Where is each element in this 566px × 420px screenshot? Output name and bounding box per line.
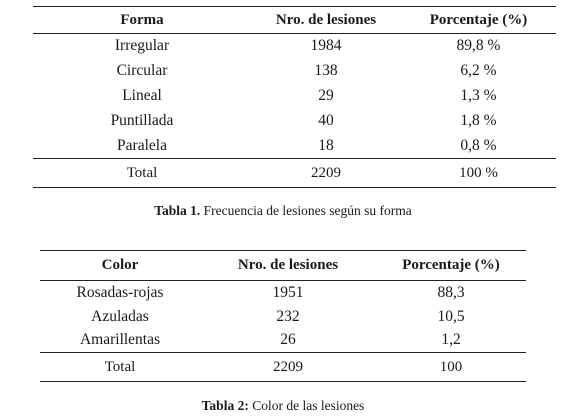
cell-color: Amarillentas <box>79 331 161 349</box>
column-header-forma: Forma <box>120 11 164 28</box>
table-row: Rosadas-rojas 1951 88,3 <box>40 281 526 305</box>
cell-count: 1984 <box>310 37 342 55</box>
cell-count: 26 <box>280 331 296 349</box>
cell-count: 29 <box>318 87 334 104</box>
total-label: Total <box>104 358 136 375</box>
cell-percentage: 1,2 <box>441 331 461 349</box>
total-percentage: 100 % <box>459 164 498 181</box>
cell-forma: Puntillada <box>110 112 174 129</box>
cell-forma: Paralela <box>117 136 167 154</box>
cell-color: Rosadas-rojas <box>76 283 164 301</box>
cell-percentage: 0,8 % <box>460 136 497 154</box>
table-row: Azuladas 232 10,5 <box>40 305 526 329</box>
total-count: 2209 <box>273 358 303 375</box>
column-header-color: Color <box>101 257 139 273</box>
table-caption-1: Tabla 1. Frecuencia de lesiones según su… <box>0 203 566 219</box>
table-row: Puntillada 40 1,8 % <box>33 109 556 134</box>
table-row: Lineal 29 1,3 % <box>33 84 556 109</box>
table-caption-2: Tabla 2: Color de las lesiones <box>0 398 566 414</box>
cell-percentage: 1,3 % <box>460 87 497 104</box>
table-header-row: Color Nro. de lesiones Porcentaje (%) <box>40 250 526 281</box>
caption-text: Frecuencia de lesiones según su forma <box>203 203 412 218</box>
cell-count: 138 <box>314 62 338 79</box>
color-frequency-table: Color Nro. de lesiones Porcentaje (%) Ro… <box>40 250 526 382</box>
table-row: Paralela 18 0,8 % <box>33 134 556 159</box>
column-header-percentage: Porcentaje (%) <box>402 257 500 273</box>
cell-percentage: 89,8 % <box>456 37 501 55</box>
total-count: 2209 <box>311 164 341 181</box>
cell-percentage: 88,3 <box>437 283 465 301</box>
cell-count: 18 <box>318 136 334 154</box>
table-total-row: Total 2209 100 <box>40 352 526 382</box>
cell-count: 40 <box>318 112 334 129</box>
caption-label: Tabla 1. <box>154 203 201 218</box>
column-header-percentage: Porcentaje (%) <box>429 11 528 28</box>
table-row: Circular 138 6,2 % <box>33 59 556 84</box>
column-header-lesion-count: Nro. de lesiones <box>275 11 377 28</box>
cell-forma: Lineal <box>122 87 162 104</box>
table-total-row: Total 2209 100 % <box>33 158 556 188</box>
caption-label: Tabla 2: <box>201 398 249 413</box>
total-label: Total <box>126 164 158 181</box>
table-header-row: Forma Nro. de lesiones Porcentaje (%) <box>33 6 556 34</box>
cell-percentage: 10,5 <box>437 307 465 325</box>
cell-count: 1951 <box>272 283 304 301</box>
cell-percentage: 6,2 % <box>460 62 497 79</box>
table-row: Amarillentas 26 1,2 <box>40 329 526 353</box>
caption-text: Color de las lesiones <box>252 398 365 413</box>
cell-forma: Circular <box>116 62 168 79</box>
table-row: Irregular 1984 89,8 % <box>33 34 556 59</box>
cell-forma: Irregular <box>114 37 170 55</box>
column-header-lesion-count: Nro. de lesiones <box>237 257 339 273</box>
shape-frequency-table: Forma Nro. de lesiones Porcentaje (%) Ir… <box>33 6 556 188</box>
cell-percentage: 1,8 % <box>460 112 497 129</box>
total-percentage: 100 <box>439 358 463 375</box>
cell-count: 232 <box>276 307 300 325</box>
cell-color: Azuladas <box>91 307 149 325</box>
